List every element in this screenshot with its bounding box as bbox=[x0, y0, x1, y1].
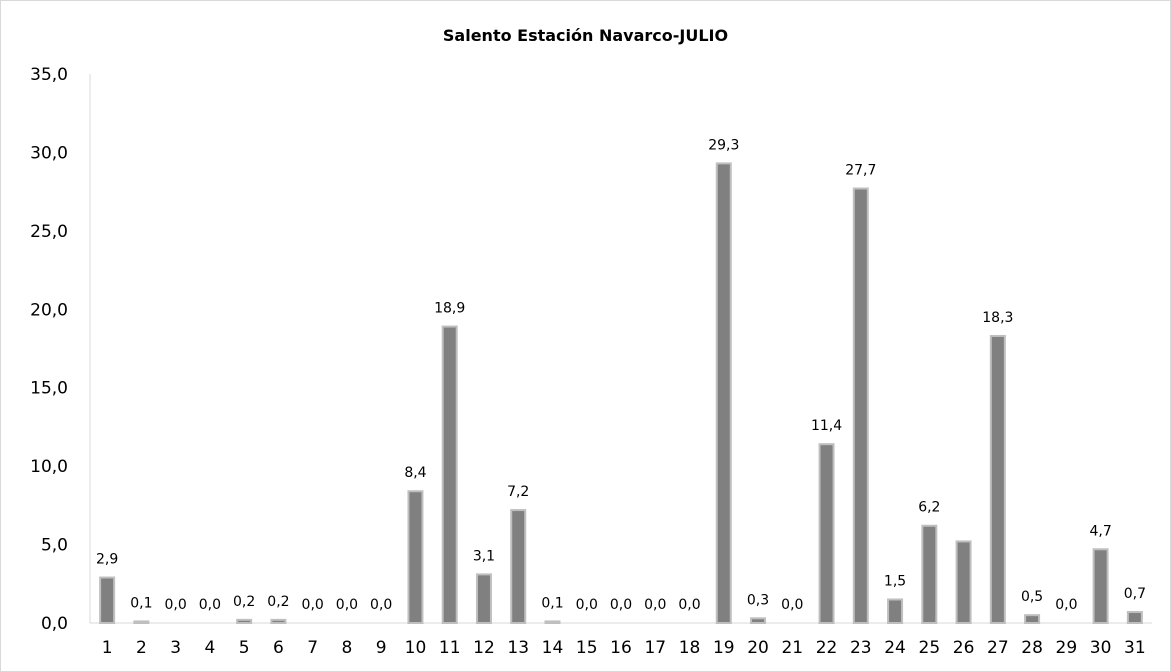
bar bbox=[921, 524, 938, 625]
x-tick-label: 10 bbox=[405, 638, 427, 658]
bar bbox=[236, 618, 253, 624]
x-tick-label: 2 bbox=[136, 638, 147, 658]
data-label: 0,2 bbox=[233, 594, 255, 610]
bars bbox=[99, 162, 1143, 625]
y-tick-label: 5,0 bbox=[41, 536, 68, 556]
data-label: 0,0 bbox=[678, 597, 700, 613]
x-tick-label: 28 bbox=[1021, 638, 1043, 658]
bar bbox=[715, 162, 732, 624]
data-label: 0,0 bbox=[781, 597, 803, 613]
bar bbox=[475, 573, 492, 624]
bar bbox=[955, 540, 972, 624]
bar bbox=[407, 490, 424, 624]
data-labels: 2,9 0,1 0,0 0,0 0,2 0,2 0,0 0,0 0,0 8,4 18,9 3,1 7,2… bbox=[96, 137, 1146, 613]
bar bbox=[1024, 614, 1041, 625]
bar bbox=[270, 618, 287, 624]
data-label: 18,9 bbox=[434, 301, 465, 317]
data-label: 0,5 bbox=[1021, 589, 1043, 605]
x-tick-label: 22 bbox=[816, 638, 838, 658]
bar bbox=[887, 598, 904, 625]
bar bbox=[510, 509, 527, 625]
data-label: 27,7 bbox=[845, 163, 876, 179]
data-label: 0,0 bbox=[370, 597, 392, 613]
data-label: 0,0 bbox=[644, 597, 666, 613]
y-tick-label: 10,0 bbox=[30, 457, 68, 477]
x-tick-label: 15 bbox=[576, 638, 598, 658]
x-tick-label: 25 bbox=[919, 638, 941, 658]
bar bbox=[99, 576, 116, 624]
data-label: 11,4 bbox=[811, 418, 842, 434]
data-label: 0,1 bbox=[541, 595, 563, 611]
data-label: 0,0 bbox=[576, 597, 598, 613]
x-tick-label: 17 bbox=[644, 638, 666, 658]
y-tick-label: 0,0 bbox=[41, 614, 68, 634]
data-label: 0,7 bbox=[1124, 586, 1146, 602]
data-label: 18,3 bbox=[982, 310, 1013, 326]
data-label: 0,1 bbox=[130, 595, 152, 611]
x-tick-label: 9 bbox=[376, 638, 387, 658]
y-tick-label: 20,0 bbox=[30, 300, 68, 320]
x-tick-label: 21 bbox=[781, 638, 803, 658]
data-label: 0,0 bbox=[1055, 597, 1077, 613]
x-tick-label: 18 bbox=[679, 638, 701, 658]
data-label: 3,1 bbox=[473, 548, 495, 564]
bar bbox=[1126, 611, 1143, 625]
x-tick-label: 13 bbox=[507, 638, 529, 658]
x-tick-label: 1 bbox=[102, 638, 113, 658]
x-tick-label: 12 bbox=[473, 638, 495, 658]
x-tick-label: 26 bbox=[953, 638, 975, 658]
bar bbox=[441, 325, 458, 624]
data-label: 0,0 bbox=[302, 597, 324, 613]
y-tick-label: 30,0 bbox=[30, 143, 68, 163]
x-tick-label: 4 bbox=[204, 638, 215, 658]
data-label: 29,3 bbox=[708, 137, 739, 153]
data-label: 6,2 bbox=[918, 500, 940, 516]
bar bbox=[989, 334, 1006, 624]
x-tick-label: 24 bbox=[884, 638, 906, 658]
y-tick-label: 25,0 bbox=[30, 222, 68, 242]
data-label: 1,5 bbox=[884, 573, 906, 589]
x-tick-label: 19 bbox=[713, 638, 735, 658]
x-tick-label: 6 bbox=[273, 638, 284, 658]
y-axis: 0,0 5,0 10,0 15,0 20,0 25,0 30,0 35,0 bbox=[30, 65, 91, 634]
x-axis: 1 2 3 4 5 6 7 8 9 10 11 12 13 14 15 16 17 18 19 20 21 22 23 24 2… bbox=[90, 622, 1152, 658]
x-tick-label: 11 bbox=[439, 638, 461, 658]
data-label: 0,0 bbox=[610, 597, 632, 613]
x-tick-label: 3 bbox=[170, 638, 181, 658]
bar bbox=[1092, 548, 1109, 625]
y-tick-label: 35,0 bbox=[30, 65, 68, 85]
x-tick-label: 5 bbox=[239, 638, 250, 658]
y-tick-label: 15,0 bbox=[30, 379, 68, 399]
data-label: 0,3 bbox=[747, 592, 769, 608]
bar bbox=[133, 620, 150, 625]
x-tick-label: 8 bbox=[342, 638, 353, 658]
x-tick-label: 27 bbox=[987, 638, 1009, 658]
x-tick-label: 30 bbox=[1090, 638, 1112, 658]
data-label: 0,0 bbox=[336, 597, 358, 613]
data-label: 2,9 bbox=[96, 552, 118, 568]
data-label: 0,0 bbox=[199, 597, 221, 613]
bar bbox=[750, 617, 767, 625]
data-label: 4,7 bbox=[1089, 523, 1111, 539]
x-tick-label: 14 bbox=[542, 638, 564, 658]
data-label: 7,2 bbox=[507, 484, 529, 500]
x-tick-label: 7 bbox=[307, 638, 318, 658]
x-tick-label: 31 bbox=[1124, 638, 1146, 658]
data-label: 8,4 bbox=[404, 465, 426, 481]
bar bbox=[818, 443, 835, 624]
x-tick-label: 23 bbox=[850, 638, 872, 658]
x-tick-label: 20 bbox=[747, 638, 769, 658]
bar bbox=[852, 187, 869, 624]
chart-title: Salento Estación Navarco-JULIO bbox=[442, 26, 729, 45]
x-tick-label: 29 bbox=[1056, 638, 1078, 658]
data-label: 0,2 bbox=[267, 594, 289, 610]
x-tick-label: 16 bbox=[610, 638, 632, 658]
bar bbox=[544, 620, 561, 625]
data-label: 0,0 bbox=[165, 597, 187, 613]
